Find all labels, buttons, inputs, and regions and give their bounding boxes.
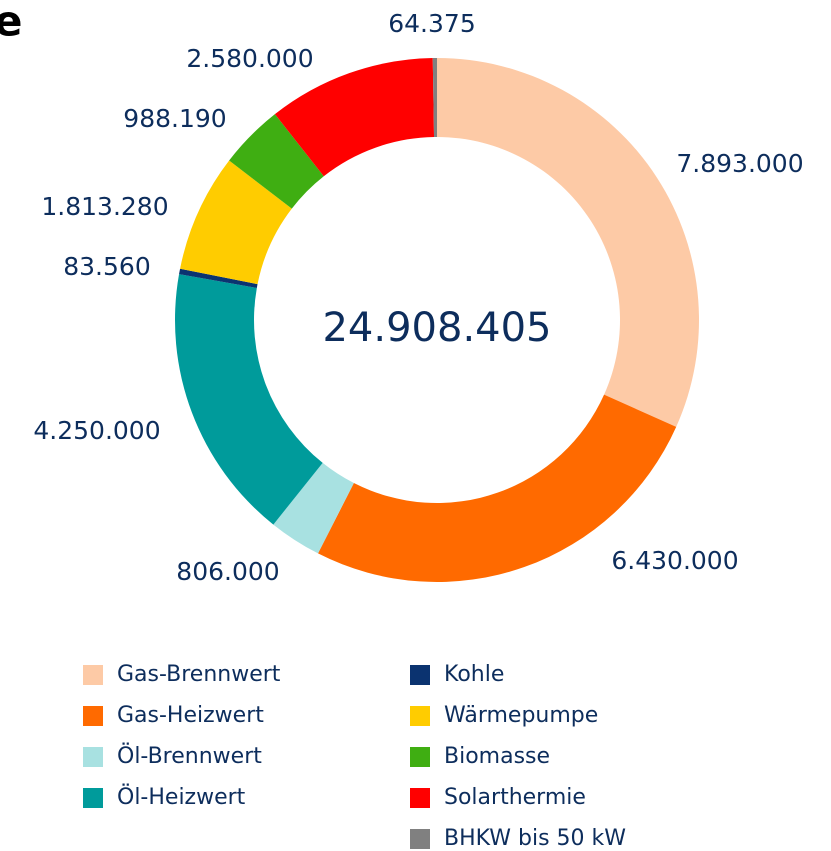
value-label: 7.893.000: [676, 149, 803, 178]
value-label: 6.430.000: [611, 546, 738, 575]
legend-swatch: [410, 788, 430, 808]
legend-label: Öl-Heizwert: [117, 784, 246, 810]
total-label: 24.908.405: [322, 305, 551, 351]
legend-label: Biomasse: [444, 744, 550, 769]
value-label: 83.560: [63, 252, 150, 281]
legend-swatch: [83, 747, 103, 767]
legend-label: Wärmepumpe: [444, 703, 598, 728]
value-label: 988.190: [123, 104, 226, 133]
donut-segment: [318, 394, 677, 582]
donut-segment: [229, 114, 324, 209]
value-label: 806.000: [176, 557, 279, 586]
donut-segment: [274, 58, 435, 177]
legend-label: BHKW bis 50 kW: [444, 826, 626, 851]
legend-label: Solarthermie: [444, 785, 586, 810]
legend-label: Kohle: [444, 662, 504, 687]
legend-swatch: [410, 829, 430, 849]
value-label: 4.250.000: [33, 416, 160, 445]
legend-label: Gas-Brennwert: [117, 662, 281, 687]
value-label: 1.813.280: [41, 192, 168, 221]
legend-swatch: [83, 788, 103, 808]
donut-segment: [179, 268, 258, 288]
legend-label: Öl-Brennwert: [117, 743, 262, 769]
legend-swatch: [83, 706, 103, 726]
donut-segment: [174, 274, 323, 525]
legend-swatch: [83, 665, 103, 685]
value-label: 2.580.000: [186, 44, 313, 73]
legend-swatch: [410, 665, 430, 685]
donut-segment: [180, 160, 292, 285]
chart-title: e: [0, 0, 23, 46]
legend-swatch: [410, 706, 430, 726]
legend-label: Gas-Heizwert: [117, 703, 264, 728]
legend-swatch: [410, 747, 430, 767]
value-label: 64.375: [388, 9, 475, 38]
donut-segment: [273, 462, 354, 554]
donut-segment: [432, 58, 437, 138]
donut-segment: [437, 58, 699, 427]
